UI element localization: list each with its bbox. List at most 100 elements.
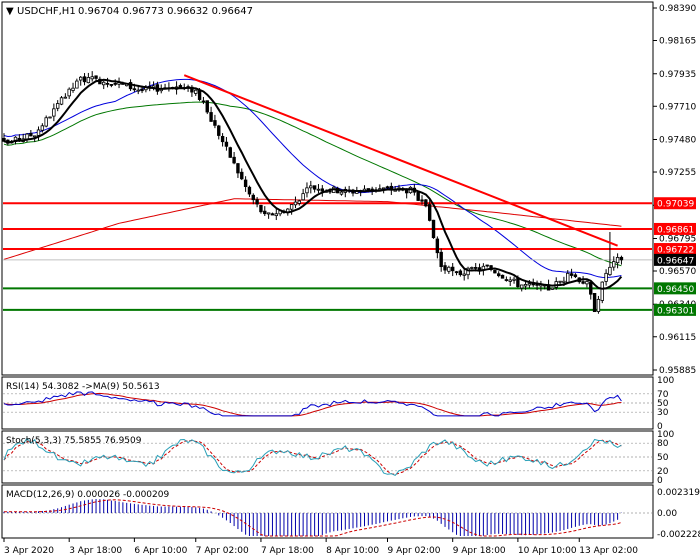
price-tick-label: 0.96795 — [659, 234, 696, 244]
candle-body — [25, 133, 29, 140]
stoch-tick-label: 50 — [657, 453, 669, 463]
candle-body — [312, 185, 317, 190]
candle-body — [71, 87, 75, 91]
candle-body — [75, 80, 79, 89]
candle-body — [263, 210, 267, 215]
level-price-tag-label: 0.97039 — [657, 200, 694, 210]
time-tick-label: 7 Apr 18:00 — [261, 546, 314, 556]
level-price-tag-label: 0.96301 — [657, 306, 694, 316]
stoch-tick-label: 80 — [657, 439, 669, 449]
dropdown-marker-icon[interactable]: ▼ — [6, 6, 14, 17]
candle-body — [109, 84, 114, 86]
candle-body — [136, 89, 140, 92]
stoch-tick-label: 20 — [657, 467, 669, 477]
price-tick-label: 0.96115 — [659, 333, 696, 343]
candle-body — [209, 112, 213, 122]
price-tick-label: 0.97710 — [659, 102, 696, 112]
candle-body — [236, 163, 240, 174]
candle-body — [79, 76, 83, 81]
candle-body — [274, 213, 278, 217]
candle-body — [608, 266, 612, 276]
candle-body — [309, 185, 313, 189]
candle-body — [573, 274, 578, 278]
time-axis: 3 Apr 2020 3 Apr 18:00 6 Apr 10:00 7 Apr 02… — [3, 538, 638, 556]
candle-body — [67, 88, 71, 97]
candle-body — [316, 188, 321, 191]
candle-body — [289, 204, 294, 210]
trendline — [183, 74, 618, 247]
candle-body — [243, 179, 248, 188]
candle-body — [592, 292, 597, 313]
candle-body — [270, 213, 275, 216]
candle-body — [431, 219, 436, 239]
candle-body — [247, 186, 252, 195]
level-price-tag — [654, 197, 696, 210]
candle-body — [40, 125, 45, 131]
macd-title: MACD(12,26,9) 0.000026 -0.000209 — [6, 490, 169, 500]
candle-body — [439, 251, 443, 267]
candle-body — [612, 261, 616, 268]
macd-tick-label: 0.002319 — [657, 488, 700, 498]
stoch-main-line — [3, 437, 622, 477]
candle-body — [569, 273, 574, 276]
price-tick-label: 0.95885 — [659, 366, 696, 376]
time-tick-label: 3 Apr 2020 — [4, 546, 54, 556]
price-tick-label: 0.96570 — [659, 267, 696, 277]
candle-body — [447, 266, 451, 272]
macd-tick-label: 0.00 — [657, 509, 677, 519]
level-price-tag-label: 0.96861 — [657, 225, 694, 235]
candle-body — [36, 129, 41, 136]
candle-body — [94, 75, 98, 79]
candle-body — [523, 284, 528, 287]
candle-body — [466, 267, 470, 276]
candle-body — [32, 135, 37, 138]
candle-body — [339, 191, 344, 195]
candle-body — [562, 280, 566, 283]
candle-body — [293, 201, 298, 206]
price-pane — [2, 71, 652, 314]
candle-body — [90, 76, 94, 80]
time-tick-label: 9 Apr 18:00 — [453, 546, 506, 556]
candle-body — [424, 199, 428, 207]
candle-body — [427, 204, 432, 221]
price-tick-label: 0.98390 — [659, 4, 696, 14]
candle-body — [378, 188, 382, 191]
rsi-tick-label: 30 — [657, 408, 669, 418]
time-tick-label: 10 Apr 10:00 — [518, 546, 577, 556]
candle-body — [240, 171, 244, 180]
time-tick-label: 6 Apr 10:00 — [134, 546, 187, 556]
candle-body — [596, 298, 601, 312]
level-price-tag — [654, 222, 696, 235]
candle-body — [581, 281, 585, 284]
candle-body — [102, 81, 106, 86]
candle-body — [297, 200, 301, 204]
candle-body — [29, 133, 33, 137]
ohlc-readout: 0.96704 0.96773 0.96632 0.96647 — [78, 6, 253, 17]
rsi-tick-label: 70 — [657, 390, 669, 400]
macd-tick-label: -0.002228 — [657, 530, 700, 540]
candle-body — [251, 194, 255, 201]
candle-body — [462, 273, 466, 276]
candle-body — [328, 190, 332, 193]
main-pane-frame — [1, 1, 654, 376]
symbol-label: USDCHF,H1 — [17, 6, 76, 17]
candle-body — [420, 199, 424, 202]
time-tick-label: 9 Apr 02:00 — [388, 546, 441, 556]
time-tick-label: 13 Apr 02:00 — [579, 546, 638, 556]
candle-body — [82, 76, 87, 83]
candle-body — [416, 190, 420, 201]
ma-fast-line — [3, 78, 623, 290]
level-price-tag-label: 0.96450 — [657, 285, 694, 295]
candle-body — [500, 274, 505, 279]
level-price-tag-label: 0.96722 — [657, 246, 694, 256]
candle-body — [589, 282, 593, 295]
candle-body — [132, 88, 137, 91]
candle-body — [493, 270, 497, 274]
candle-body — [474, 267, 478, 269]
candle-body — [44, 117, 48, 127]
candle-body — [140, 88, 144, 92]
candle-body — [381, 187, 386, 190]
stoch-tick-label: 100 — [657, 430, 674, 440]
candle-body — [232, 156, 236, 164]
